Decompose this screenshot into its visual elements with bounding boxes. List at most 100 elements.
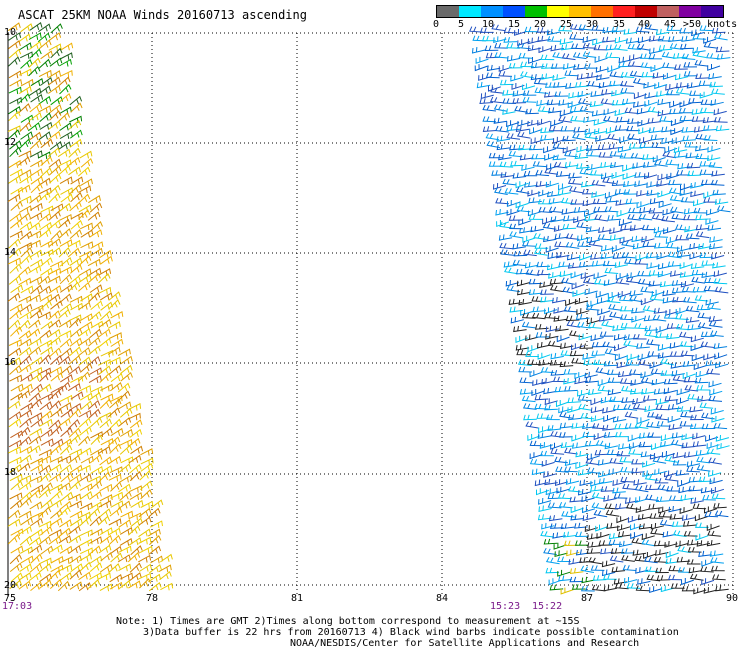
wind-barb	[532, 161, 547, 168]
wind-barb	[18, 103, 31, 114]
wind-barb	[601, 320, 615, 328]
wind-barb	[567, 262, 582, 269]
wind-barb	[158, 564, 172, 573]
wind-barb	[672, 530, 687, 537]
wind-barb	[20, 78, 34, 87]
wind-barb	[687, 324, 701, 331]
wind-barb	[572, 132, 586, 141]
wind-barb	[679, 262, 693, 270]
wind-barb	[688, 476, 703, 483]
wind-barb	[686, 82, 701, 89]
wind-barb	[604, 503, 619, 510]
wind-barb	[548, 515, 563, 522]
wind-barb	[504, 266, 518, 275]
wind-barb	[79, 150, 93, 159]
wind-barb	[80, 293, 94, 302]
wind-barb	[527, 433, 541, 442]
wind-barb	[40, 240, 54, 248]
wind-barb	[78, 337, 91, 347]
wind-barb	[520, 61, 534, 68]
wind-barb	[688, 97, 702, 104]
wind-barb	[596, 531, 610, 539]
wind-barb	[703, 191, 717, 199]
wind-barb	[508, 298, 523, 305]
wind-barb	[8, 411, 22, 420]
wind-barb	[559, 422, 574, 429]
wind-barb	[603, 360, 618, 367]
wind-barb	[18, 205, 32, 213]
wind-barb	[694, 295, 709, 302]
wind-barb	[695, 522, 709, 528]
wind-barb	[545, 245, 559, 253]
wind-barb	[640, 377, 655, 385]
wind-barb	[139, 578, 152, 589]
wind-barb	[89, 311, 102, 321]
wind-barb	[40, 320, 54, 330]
wind-barb	[488, 84, 501, 92]
wind-barb	[681, 578, 694, 586]
wind-barb	[682, 135, 697, 142]
wind-barb	[657, 98, 671, 106]
wind-barb	[673, 146, 688, 154]
wind-barb	[49, 517, 63, 527]
wind-barb	[148, 581, 162, 592]
wind-barb	[575, 313, 590, 320]
wind-barb	[704, 511, 719, 518]
wind-barb	[649, 586, 663, 593]
wind-barb	[100, 438, 114, 446]
wind-barb	[545, 556, 560, 565]
wind-barb	[48, 463, 62, 473]
wind-barb	[593, 128, 608, 135]
wind-barb	[649, 513, 664, 519]
wind-barb	[138, 516, 152, 526]
wind-barb	[713, 108, 727, 116]
wind-barb	[616, 516, 630, 524]
wind-barb	[60, 491, 74, 502]
wind-barb	[90, 247, 104, 257]
wind-barb	[110, 338, 124, 347]
wind-barb	[655, 549, 669, 556]
wind-barb	[536, 269, 551, 276]
wind-barb	[666, 323, 681, 329]
wind-barb	[548, 578, 562, 586]
wind-barb	[18, 481, 32, 491]
wind-barb	[493, 36, 507, 44]
wind-barb	[669, 351, 684, 357]
wind-barb	[637, 353, 651, 361]
wind-barb	[581, 495, 595, 503]
wind-barb	[503, 37, 518, 43]
wind-barb	[59, 176, 73, 185]
wind-barb	[696, 395, 711, 402]
wind-barb	[40, 393, 54, 401]
wind-barb	[69, 517, 83, 527]
wind-barb	[506, 208, 520, 216]
wind-barb	[502, 89, 516, 96]
wind-barb	[90, 221, 103, 232]
wind-barb	[10, 392, 24, 401]
wind-barb	[502, 178, 517, 186]
wind-barb	[18, 338, 32, 347]
wind-barb	[18, 580, 32, 590]
wind-barb	[622, 483, 636, 490]
wind-barb	[573, 63, 587, 70]
wind-barb	[100, 349, 114, 358]
wind-barb	[29, 194, 42, 204]
wind-barb	[656, 90, 670, 98]
wind-barb	[629, 523, 644, 531]
wind-barb	[18, 474, 32, 483]
wind-barb	[147, 528, 161, 537]
wind-barb	[38, 131, 52, 141]
wind-barb	[19, 563, 33, 573]
wind-barb	[543, 91, 558, 98]
wind-barb	[119, 408, 133, 418]
wind-barb	[662, 62, 676, 69]
wind-barb	[558, 261, 572, 268]
wind-barb	[515, 186, 530, 194]
wind-barb	[657, 270, 671, 278]
wind-barb	[682, 520, 697, 527]
wind-barb	[539, 281, 553, 289]
wind-barb	[597, 385, 612, 392]
wind-barb	[589, 100, 604, 108]
wind-barb	[107, 527, 121, 536]
wind-barb	[595, 66, 609, 73]
